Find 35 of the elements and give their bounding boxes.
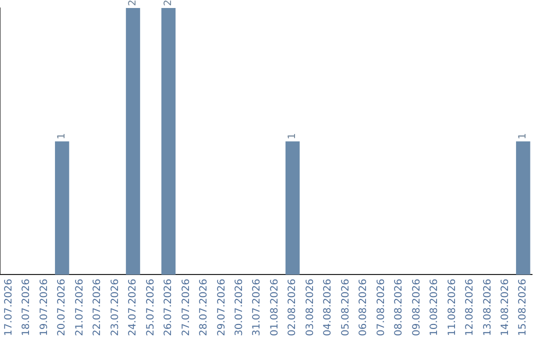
x-tick-label: 14.08.2026 xyxy=(500,278,511,336)
x-tick-label: 09.08.2026 xyxy=(411,278,422,336)
x-tick-label: 06.08.2026 xyxy=(358,278,370,336)
x-tick-label: 15.08.2026 xyxy=(518,278,529,336)
x-tick-label: 17.07.2026 xyxy=(3,278,14,336)
x-tick-label: 23.07.2026 xyxy=(110,278,121,336)
x-tick-label: 08.08.2026 xyxy=(394,278,405,336)
data-label: 1 xyxy=(518,132,529,140)
x-tick-label: 29.07.2026 xyxy=(216,278,228,336)
x-tick-label: 26.07.2026 xyxy=(163,278,174,336)
x-tick-label: 21.07.2026 xyxy=(74,278,86,336)
data-label: 1 xyxy=(56,132,68,140)
x-tick-label: 12.08.2026 xyxy=(464,278,476,336)
x-tick-label: 11.08.2026 xyxy=(446,278,458,336)
x-tick-label: 25.07.2026 xyxy=(145,278,156,336)
x-tick-label: 30.07.2026 xyxy=(234,278,245,336)
x-tick-label: 07.08.2026 xyxy=(376,278,387,336)
data-label: 1 xyxy=(287,132,298,140)
x-tick-label: 18.07.2026 xyxy=(21,278,32,336)
x-tick-label: 22.07.2026 xyxy=(92,278,104,336)
x-tick-label: 20.07.2026 xyxy=(56,278,68,336)
data-label: 2 xyxy=(163,0,174,6)
x-tick-label: 01.08.2026 xyxy=(269,278,280,336)
x-tick-label: 19.07.2026 xyxy=(38,278,50,336)
x-tick-label: 10.08.2026 xyxy=(429,278,440,336)
x-tick-label: 03.08.2026 xyxy=(304,278,316,336)
x-tick-label: 28.07.2026 xyxy=(198,278,210,336)
x-tick-label: 02.08.2026 xyxy=(287,278,298,336)
data-label: 2 xyxy=(128,0,139,6)
x-tick-label: 31.07.2026 xyxy=(252,278,263,336)
x-tick-label: 27.07.2026 xyxy=(180,278,192,336)
x-tick-label: 13.08.2026 xyxy=(482,278,494,336)
x-tick-label: 05.08.2026 xyxy=(340,278,352,336)
x-tick-label: 04.08.2026 xyxy=(322,278,334,336)
x-tick-label: 24.07.2026 xyxy=(128,278,139,336)
